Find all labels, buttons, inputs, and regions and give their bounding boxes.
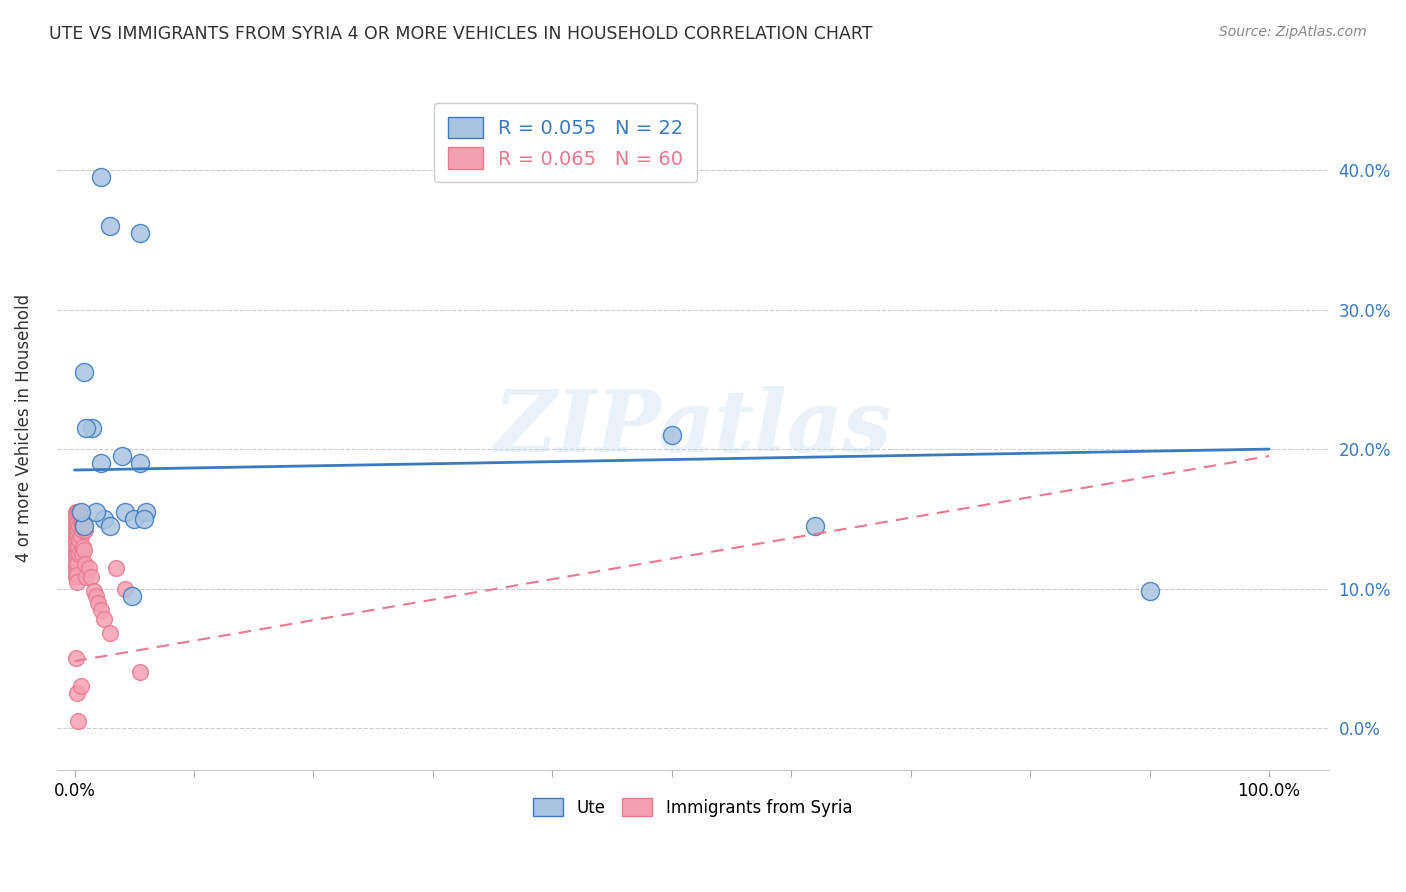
Point (65, 533, 87, 547)
Point (132, 512, 155, 526)
Point (70, 515, 93, 529)
Point (69, 528, 91, 542)
Point (73, 519, 96, 533)
Point (65, 557, 87, 571)
Point (67, 523, 90, 537)
Point (69, 509, 91, 524)
Point (69, 515, 91, 529)
Point (135, 505, 157, 519)
Point (67, 547, 90, 561)
Point (69, 679, 91, 693)
Point (70, 547, 93, 561)
Point (73, 365, 96, 379)
Legend: Ute, Immigrants from Syria: Ute, Immigrants from Syria (527, 791, 859, 823)
Point (65, 537, 87, 551)
Point (76, 421, 98, 435)
Point (66, 505, 89, 519)
Point (66, 509, 89, 524)
Point (72, 515, 94, 529)
Point (129, 226, 152, 240)
Point (75, 557, 97, 571)
Point (65, 547, 87, 561)
Point (111, 449, 134, 463)
Point (66, 686, 89, 700)
Point (66, 557, 89, 571)
Text: Source: ZipAtlas.com: Source: ZipAtlas.com (1219, 25, 1367, 39)
Point (66, 540, 89, 554)
Point (65, 550, 87, 565)
Point (98, 219, 121, 233)
Point (65, 523, 87, 537)
Point (87, 596, 110, 610)
Point (90, 169, 112, 184)
Point (66, 519, 89, 533)
Point (83, 584, 105, 599)
Point (114, 582, 136, 596)
Point (67, 519, 90, 533)
Point (93, 612, 115, 626)
Point (661, 428, 683, 442)
Point (67, 714, 90, 728)
Point (65, 528, 87, 542)
Point (65, 515, 87, 529)
Y-axis label: 4 or more Vehicles in Household: 4 or more Vehicles in Household (15, 294, 32, 562)
Point (67, 505, 90, 519)
Point (84, 589, 107, 603)
Point (80, 570, 103, 584)
Point (65, 509, 87, 524)
Text: UTE VS IMMIGRANTS FROM SYRIA 4 OR MORE VEHICLES IN HOUSEHOLD CORRELATION CHART: UTE VS IMMIGRANTS FROM SYRIA 4 OR MORE V… (49, 25, 873, 43)
Point (98, 626, 121, 640)
Point (66, 547, 89, 561)
Point (65, 651, 87, 665)
Point (65, 519, 87, 533)
Point (65, 565, 87, 579)
Point (804, 519, 827, 533)
Point (121, 589, 143, 603)
Point (129, 456, 152, 470)
Point (66, 567, 89, 582)
Point (84, 505, 107, 519)
Point (67, 533, 90, 547)
Point (67, 540, 90, 554)
Point (1139, 584, 1161, 599)
Point (122, 512, 145, 526)
Point (67, 515, 90, 529)
Point (65, 542, 87, 557)
Point (77, 560, 100, 574)
Point (65, 505, 87, 519)
Text: ZIPatlas: ZIPatlas (494, 386, 891, 470)
Point (67, 505, 90, 519)
Point (70, 523, 93, 537)
Point (65, 570, 87, 584)
Point (90, 456, 112, 470)
Point (73, 515, 96, 529)
Point (66, 525, 89, 540)
Point (82, 421, 104, 435)
Point (129, 665, 152, 680)
Point (72, 540, 94, 554)
Point (73, 542, 96, 557)
Point (65, 560, 87, 574)
Point (76, 570, 98, 584)
Point (105, 560, 128, 574)
Point (93, 512, 115, 526)
Point (69, 505, 91, 519)
Point (114, 505, 136, 519)
Point (66, 574, 89, 589)
Point (75, 523, 97, 537)
Point (90, 602, 112, 616)
Point (98, 519, 121, 533)
